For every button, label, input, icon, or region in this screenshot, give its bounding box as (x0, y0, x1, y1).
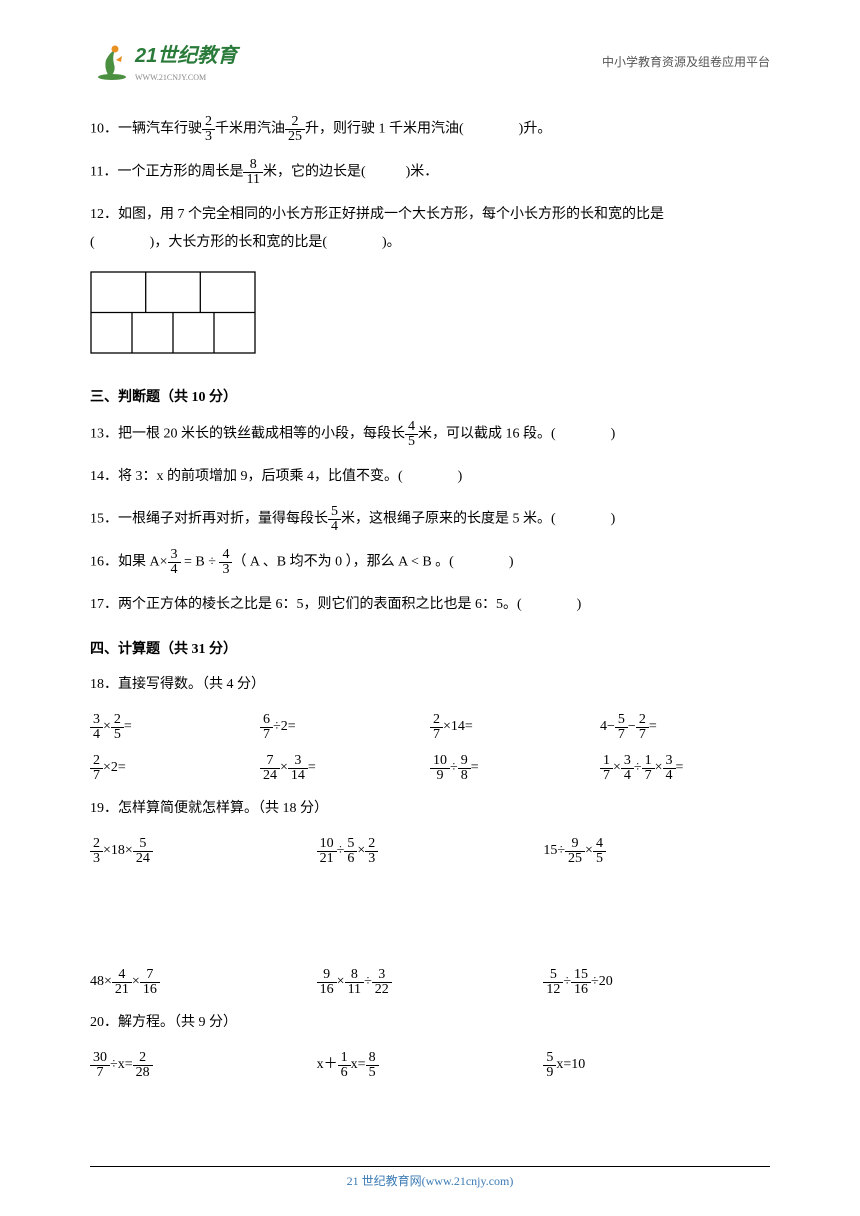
question-18-title: 18．直接写得数。（共 4 分） (90, 671, 770, 699)
rectangle-diagram (90, 271, 770, 362)
page-footer: 21 世纪教育网(www.21cnjy.com) (90, 1166, 770, 1191)
q19-row1: 23×18×524 1021÷56×23 15÷925×45 (90, 837, 770, 866)
question-17: 17．两个正方体的棱长之比是 6：5，则它们的表面积之比也是 6：5。() (90, 591, 770, 619)
question-15: 15．一根绳子对折再对折，量得每段长54米，这根绳子原来的长度是 5 米。() (90, 505, 770, 534)
question-16: 16．如果 A×34 = B ÷ 43（ A 、B 均不为 0 ），那么 A <… (90, 548, 770, 577)
question-19-title: 19．怎样算简便就怎样算。（共 18 分） (90, 795, 770, 823)
footer-text: 21 世纪教育网(www.21cnjy.com) (347, 1174, 514, 1188)
q19-row2: 48×421×716 916×811÷322 512÷1516÷20 (90, 968, 770, 997)
section-3-title: 三、判断题（共 10 分） (90, 387, 770, 409)
logo-text: 21世纪教育 WWW.21CNJY.COM (135, 40, 237, 85)
q18-row1: 34×25= 67÷2= 27×14= 4−57−27= (90, 713, 770, 742)
work-space (90, 878, 770, 968)
question-13: 13．把一根 20 米长的铁丝截成相等的小段，每段长45米，可以截成 16 段。… (90, 420, 770, 449)
q20-row: 307÷x=228 x＋16x=85 59x=10 (90, 1051, 770, 1080)
question-10: 10．一辆汽车行驶23千米用汽油225升，则行驶 1 千米用汽油()升。 (90, 115, 770, 144)
logo-icon (90, 42, 130, 82)
page-header: 21世纪教育 WWW.21CNJY.COM 中小学教育资源及组卷应用平台 (90, 40, 770, 85)
question-11: 11．一个正方形的周长是811米，它的边长是()米． (90, 158, 770, 187)
q18-row2: 27×2= 724×314= 109÷98= 17×34÷17×34= (90, 754, 770, 783)
section-4-title: 四、计算题（共 31 分） (90, 639, 770, 661)
question-12: 12．如图，用 7 个完全相同的小长方形正好拼成一个大长方形，每个小长方形的长和… (90, 201, 770, 257)
logo: 21世纪教育 WWW.21CNJY.COM (90, 40, 237, 85)
question-14: 14．将 3：x 的前项增加 9，后项乘 4，比值不变。() (90, 463, 770, 491)
header-subtitle: 中小学教育资源及组卷应用平台 (602, 53, 770, 72)
logo-main: 21世纪教育 (135, 40, 237, 72)
logo-sub: WWW.21CNJY.COM (135, 72, 237, 85)
question-20-title: 20．解方程。（共 9 分） (90, 1009, 770, 1037)
